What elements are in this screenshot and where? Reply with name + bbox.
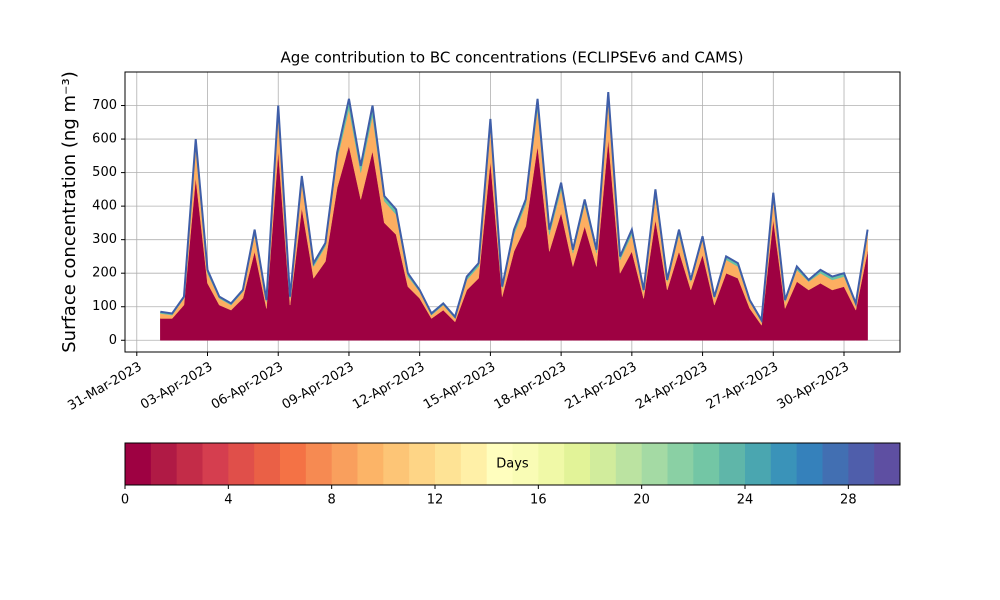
x-tick-label: 12-Apr-2023: [350, 360, 427, 413]
colorbar-swatch: [357, 443, 384, 485]
colorbar-swatch: [590, 443, 617, 485]
colorbar-swatch: [331, 443, 358, 485]
y-tick-label: 0: [109, 333, 117, 348]
colorbar-swatch: [460, 443, 488, 485]
colorbar-swatch: [254, 443, 281, 485]
colorbar-swatch: [383, 443, 410, 485]
x-tick-label: 03-Apr-2023: [138, 360, 215, 413]
colorbar-swatch: [538, 443, 565, 485]
x-tick-label: 31-Mar-2023: [65, 360, 144, 414]
chart-title: Age contribution to BC concentrations (E…: [281, 49, 744, 67]
colorbar-swatch: [228, 443, 255, 485]
colorbar-tick-label: 28: [840, 493, 857, 508]
x-tick-label: 09-Apr-2023: [280, 360, 357, 413]
colorbar-tick-label: 20: [633, 493, 650, 508]
y-tick-label: 200: [92, 266, 117, 281]
colorbar-swatch: [848, 443, 875, 485]
top-line: [160, 92, 869, 324]
colorbar-swatch: [822, 443, 849, 485]
colorbar-tick-label: 4: [224, 493, 232, 508]
colorbar-tick-label: 24: [737, 493, 754, 508]
colorbar-swatch: [770, 443, 798, 485]
colorbar-tick-label: 12: [427, 493, 444, 508]
y-tick-label: 100: [92, 299, 117, 314]
colorbar-swatch: [615, 443, 643, 485]
colorbar-swatch: [280, 443, 307, 485]
x-tick-label: 24-Apr-2023: [633, 360, 710, 413]
colorbar-swatch: [176, 443, 203, 485]
colorbar-swatch: [150, 443, 178, 485]
y-tick-label: 600: [92, 132, 117, 147]
colorbar-swatch: [305, 443, 333, 485]
y-tick-label: 700: [92, 98, 117, 113]
x-tick-label: 06-Apr-2023: [209, 360, 286, 413]
colorbar-swatch: [667, 443, 694, 485]
x-tick-label: 15-Apr-2023: [421, 360, 498, 413]
colorbar-tick-label: 8: [328, 493, 336, 508]
plot-frame: [124, 71, 901, 353]
colorbar-swatch: [512, 443, 539, 485]
colorbar-swatch: [796, 443, 823, 485]
colorbar-swatch: [125, 443, 152, 485]
y-axis-label: Surface concentration (ng m⁻³): [59, 71, 80, 353]
colorbar-frame: [124, 442, 901, 486]
colorbar-label: Days: [496, 457, 529, 472]
colorbar-swatch: [719, 443, 746, 485]
x-tick-label: 18-Apr-2023: [492, 360, 569, 413]
colorbar-swatch: [409, 443, 436, 485]
colorbar-swatch: [564, 443, 591, 485]
colorbar-tick-label: 16: [530, 493, 547, 508]
colorbar-swatch: [693, 443, 720, 485]
colorbar-swatch: [486, 443, 513, 485]
x-tick-label: 30-Apr-2023: [775, 360, 852, 413]
colorbar-swatch: [202, 443, 229, 485]
y-tick-label: 500: [92, 165, 117, 180]
y-tick-label: 400: [92, 199, 117, 214]
colorbar-swatch: [435, 443, 462, 485]
colorbar-swatch: [874, 443, 901, 485]
x-tick-label: 21-Apr-2023: [562, 360, 639, 413]
colorbar-swatch: [745, 443, 772, 485]
colorbar-swatch: [641, 443, 668, 485]
y-tick-label: 300: [92, 232, 117, 247]
x-tick-label: 27-Apr-2023: [704, 360, 781, 413]
colorbar-tick-label: 0: [121, 493, 129, 508]
